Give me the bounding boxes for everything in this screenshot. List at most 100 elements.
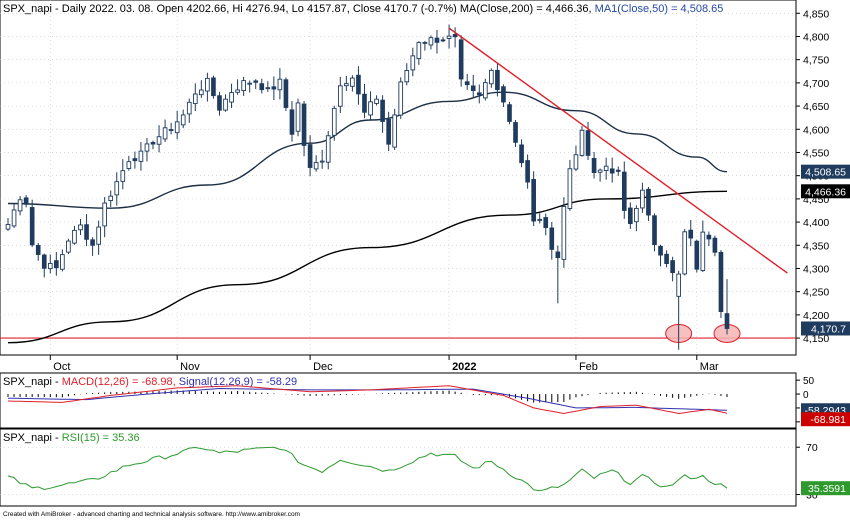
- candle-body: [120, 170, 126, 182]
- rsi-header-symbol: SPX_napi -: [3, 432, 62, 444]
- candle: [440, 36, 446, 43]
- macd-badge-bg: [801, 412, 850, 427]
- candle: [5, 218, 11, 232]
- candle: [615, 166, 621, 176]
- macd-header-symbol: SPX_napi -: [3, 376, 62, 388]
- downtrend-line: [448, 27, 788, 274]
- candle: [573, 145, 579, 172]
- price-pane-frame: [0, 0, 797, 356]
- price-y-tick-label: 4,850: [803, 8, 829, 20]
- candle-body: [591, 158, 597, 174]
- candle-body: [259, 83, 265, 91]
- candle-body: [489, 69, 494, 85]
- macd-badges: -58.2943-68.981: [801, 403, 850, 427]
- candle-body: [694, 240, 700, 270]
- candle-body: [452, 34, 458, 38]
- price-pane[interactable]: 4,8504,8004,7504,7004,6504,6004,5504,500…: [0, 0, 850, 506]
- candle-body: [688, 229, 694, 239]
- candle-body: [325, 135, 331, 163]
- candle-body: [54, 260, 59, 269]
- candle: [271, 76, 277, 101]
- candle-body: [398, 81, 404, 116]
- candle-body: [470, 85, 476, 91]
- candles: [5, 24, 730, 350]
- candle-body: [174, 121, 180, 134]
- candle: [482, 78, 488, 101]
- macd-y-tick-label: 0: [803, 390, 809, 401]
- candle: [670, 256, 675, 282]
- candle: [603, 157, 609, 180]
- candle-body: [150, 142, 156, 145]
- candle-body: [96, 226, 101, 245]
- x-tick-label: 2022: [452, 361, 476, 373]
- x-tick-label: Oct: [53, 361, 70, 373]
- candle-body: [271, 86, 277, 90]
- candle-body: [458, 39, 464, 80]
- candle: [501, 84, 506, 107]
- price-y-tick-label: 4,300: [803, 263, 829, 275]
- candle: [114, 172, 120, 206]
- x-tick-label: Mar: [700, 361, 719, 373]
- candle: [186, 98, 192, 123]
- candle-body: [410, 55, 416, 71]
- candle-body: [90, 239, 95, 246]
- candle: [676, 270, 681, 350]
- candle-body: [217, 95, 222, 111]
- candle-body: [29, 207, 35, 246]
- candle-body: [682, 231, 688, 275]
- candle: [640, 182, 645, 213]
- price-header-info: - Daily 2022. 03. 08. Open 4202.66, Hi 4…: [52, 3, 460, 15]
- candle-body: [23, 197, 29, 205]
- candle-body: [313, 162, 319, 170]
- macd-pane[interactable]: 500-50-100 -58.2943-68.981 SPX_napi - MA…: [0, 372, 850, 429]
- candle: [507, 101, 512, 125]
- macd-lines: [7, 385, 728, 415]
- candle: [192, 83, 198, 112]
- candle: [476, 84, 482, 104]
- candle: [319, 149, 325, 169]
- candle-body: [519, 144, 524, 164]
- candle-body: [368, 101, 373, 116]
- candle-body: [664, 253, 669, 264]
- candle-body: [392, 114, 398, 148]
- candle-body: [319, 160, 325, 163]
- candle-body: [621, 171, 627, 211]
- candle-body: [47, 263, 53, 270]
- macd-pane-frame: [0, 372, 797, 429]
- candle: [241, 76, 246, 96]
- candle-body: [428, 37, 434, 46]
- price-y-tick-label: 4,350: [803, 240, 829, 252]
- candle-body: [138, 150, 144, 162]
- candle-body: [525, 160, 530, 183]
- x-tick-label: Feb: [579, 361, 598, 373]
- candle: [374, 95, 379, 106]
- macd-header-macd: MACD(12,26) = -68.98,: [62, 376, 179, 388]
- candle-body: [609, 168, 615, 174]
- ma50-line: [7, 91, 728, 209]
- candle-body: [603, 165, 609, 171]
- candle: [253, 79, 259, 90]
- rsi-y-tick-label: 70: [806, 442, 818, 454]
- rsi-pane-header: SPX_napi - RSI(15) = 35.36: [3, 432, 140, 444]
- candle-body: [597, 169, 603, 173]
- candle-body: [199, 89, 204, 96]
- candle-body: [102, 202, 107, 227]
- rsi-pane-frame: [0, 428, 797, 507]
- candle-body: [712, 237, 718, 253]
- price-header-symbol: SPX_napi: [3, 3, 52, 15]
- candle: [23, 195, 29, 208]
- price-y-tick-label: 4,800: [803, 31, 829, 43]
- candle: [277, 68, 283, 100]
- candle-body: [356, 74, 361, 95]
- candle-body: [283, 79, 289, 108]
- rsi-pane[interactable]: 70 30 35.3591 SPX_napi - RSI(15) = 35.36: [0, 428, 850, 507]
- candle: [138, 142, 144, 171]
- candle-body: [66, 240, 71, 253]
- candle: [223, 94, 228, 112]
- candle-body: [416, 42, 422, 59]
- candle: [416, 41, 422, 65]
- x-tick-label: Dec: [313, 361, 333, 373]
- candle-body: [646, 188, 651, 216]
- candle: [525, 154, 530, 189]
- close-badge-bg: [801, 321, 850, 336]
